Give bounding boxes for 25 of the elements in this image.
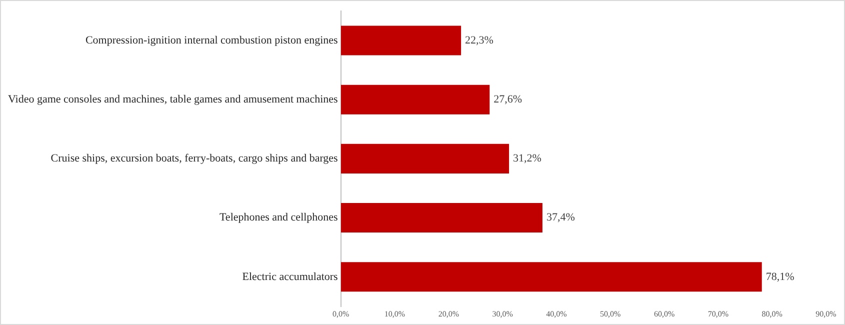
x-tick-label: 50,0% bbox=[600, 309, 622, 318]
data-label: 37,4% bbox=[546, 212, 575, 224]
x-tick-label: 40,0% bbox=[546, 309, 568, 318]
bar bbox=[340, 144, 510, 174]
y-tick-label: Telephones and cellphones bbox=[219, 212, 338, 224]
x-tick-label: 0,0% bbox=[332, 309, 350, 318]
y-tick-label: Compression-ignition internal combustion piston engines bbox=[85, 34, 338, 46]
data-label: 22,3% bbox=[465, 34, 494, 46]
x-tick-label: 70,0% bbox=[708, 309, 729, 318]
x-tick-label: 20,0% bbox=[438, 309, 460, 318]
bar bbox=[340, 262, 762, 292]
data-label: 27,6% bbox=[494, 94, 522, 106]
bar bbox=[340, 84, 490, 114]
x-tick-label: 80,0% bbox=[762, 309, 783, 318]
x-tick-label: 30,0% bbox=[492, 309, 514, 318]
data-label: 78,1% bbox=[766, 270, 794, 283]
x-tick-label: 10,0% bbox=[384, 309, 406, 318]
y-tick-label: Cruise ships, excursion boats, ferry-boats, cargo ships and barges bbox=[50, 152, 338, 165]
bar bbox=[340, 203, 542, 233]
y-tick-label: Electric accumulators bbox=[242, 270, 338, 283]
x-tick-label: 60,0% bbox=[654, 309, 675, 318]
bar bbox=[340, 26, 462, 56]
y-tick-label: Video game consoles and machines, table games and amusement machines bbox=[8, 94, 338, 106]
x-tick-label: 90,0% bbox=[816, 309, 837, 318]
data-label: 31,2% bbox=[513, 152, 542, 165]
